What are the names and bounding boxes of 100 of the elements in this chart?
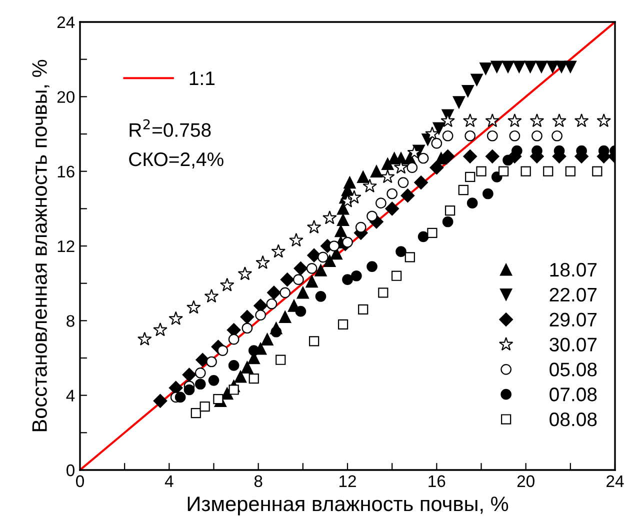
x-tick-label: 4 bbox=[164, 475, 174, 487]
point bbox=[502, 154, 514, 166]
point bbox=[240, 310, 254, 324]
point bbox=[204, 288, 219, 303]
point bbox=[486, 130, 498, 142]
point bbox=[294, 261, 308, 276]
point bbox=[182, 368, 196, 382]
y-axis-title: Восстановленная влажность почвы, % bbox=[32, 60, 50, 432]
point bbox=[174, 392, 186, 403]
point bbox=[535, 60, 548, 73]
point bbox=[217, 345, 228, 356]
point bbox=[432, 122, 446, 135]
legend-label: 05.08 bbox=[550, 362, 597, 376]
point bbox=[498, 166, 509, 176]
point bbox=[555, 60, 568, 73]
x-tick-label: 16 bbox=[428, 475, 446, 488]
point bbox=[462, 84, 474, 98]
point bbox=[307, 248, 321, 262]
point bbox=[234, 370, 247, 383]
point bbox=[366, 261, 378, 272]
point bbox=[463, 149, 478, 164]
x-tick-label: 24 bbox=[606, 475, 624, 487]
y-tick-label: 12 bbox=[58, 240, 74, 252]
point bbox=[208, 374, 220, 386]
point bbox=[530, 113, 544, 128]
point bbox=[470, 74, 483, 86]
point bbox=[276, 354, 286, 365]
point bbox=[440, 149, 455, 164]
legend-label: 1:1 bbox=[190, 72, 214, 85]
point bbox=[418, 152, 429, 164]
point bbox=[418, 231, 429, 242]
point bbox=[452, 96, 466, 108]
point bbox=[362, 178, 377, 192]
point bbox=[476, 166, 486, 176]
point bbox=[306, 275, 318, 288]
point bbox=[342, 236, 353, 248]
point bbox=[444, 205, 456, 216]
point bbox=[347, 190, 362, 204]
point bbox=[314, 264, 327, 276]
point bbox=[184, 384, 195, 396]
point bbox=[391, 270, 402, 281]
point bbox=[485, 113, 500, 128]
point bbox=[565, 166, 576, 176]
x-tick-label: 12 bbox=[340, 475, 356, 487]
point bbox=[289, 232, 304, 247]
point bbox=[532, 130, 542, 142]
point bbox=[552, 113, 566, 128]
point bbox=[280, 287, 290, 298]
point bbox=[574, 113, 589, 128]
point bbox=[482, 188, 494, 200]
point bbox=[466, 198, 478, 208]
point bbox=[220, 278, 234, 292]
point bbox=[306, 220, 322, 234]
point bbox=[378, 288, 388, 298]
point bbox=[334, 224, 347, 238]
point bbox=[137, 332, 152, 346]
point bbox=[336, 214, 350, 226]
point bbox=[524, 60, 536, 73]
point bbox=[396, 246, 406, 258]
point bbox=[386, 188, 398, 200]
point bbox=[509, 130, 520, 142]
point bbox=[376, 198, 386, 208]
point bbox=[464, 130, 476, 142]
point bbox=[592, 166, 602, 176]
y-tick-label: 0 bbox=[66, 464, 74, 476]
point bbox=[267, 286, 281, 300]
point bbox=[168, 311, 184, 325]
point bbox=[278, 310, 292, 324]
point bbox=[490, 60, 503, 73]
y-tick-label: 4 bbox=[66, 390, 75, 402]
point bbox=[385, 202, 400, 216]
point bbox=[425, 126, 440, 140]
point bbox=[308, 336, 320, 346]
point bbox=[351, 270, 362, 282]
point bbox=[248, 373, 259, 384]
point bbox=[196, 352, 210, 367]
point bbox=[465, 172, 476, 182]
point bbox=[293, 274, 304, 286]
point bbox=[266, 298, 278, 310]
point bbox=[241, 361, 254, 374]
point bbox=[194, 378, 206, 390]
point bbox=[398, 177, 409, 188]
legend-label: 07.08 bbox=[550, 388, 597, 402]
y-tick-label: 20 bbox=[57, 91, 74, 103]
legend-label: 22.07 bbox=[550, 288, 597, 302]
point bbox=[315, 290, 326, 302]
y-tick-label: 16 bbox=[58, 166, 74, 178]
point bbox=[295, 306, 306, 317]
point bbox=[508, 113, 522, 128]
point bbox=[190, 408, 201, 418]
legend-label: 18.07 bbox=[550, 262, 597, 277]
x-tick-label: 0 bbox=[76, 475, 84, 488]
point bbox=[200, 401, 210, 412]
point bbox=[336, 202, 350, 215]
point bbox=[338, 319, 348, 330]
legend-label: 08.08 bbox=[550, 412, 597, 426]
point bbox=[194, 368, 206, 378]
x-axis-title: Измеренная влажность почвы, % bbox=[188, 496, 508, 516]
point bbox=[322, 210, 337, 224]
point bbox=[431, 138, 442, 149]
